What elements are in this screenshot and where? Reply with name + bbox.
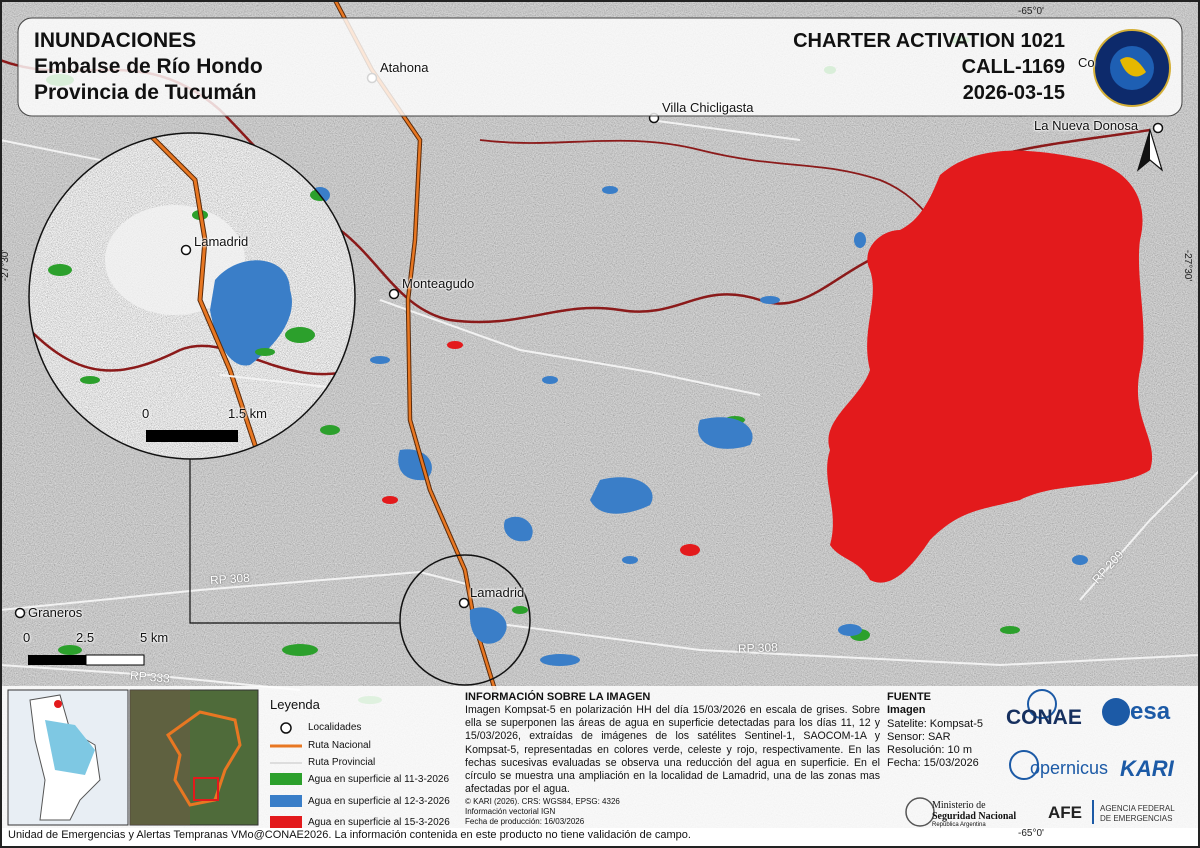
legend-item: Agua en superficie al 11-3-2026: [308, 774, 450, 785]
kari-logo: KARI: [1120, 756, 1174, 781]
north-arrow: [1138, 130, 1150, 170]
map-title: INUNDACIONES: [34, 29, 197, 52]
info-credit: © KARI (2026). CRS: WGS84, EPSG: 4326: [465, 797, 620, 806]
source-title: FUENTE: [887, 691, 931, 703]
afe-logo: AGENCIA FEDERAL: [1100, 804, 1175, 813]
locator-point: [54, 700, 62, 708]
place-label: Monteagudo: [402, 276, 475, 291]
zoom-connector: [189, 455, 400, 624]
legend-item: Localidades: [308, 722, 362, 733]
inset-place-label: Lamadrid: [194, 234, 249, 249]
road-label: RP 308: [209, 570, 251, 588]
ministry-logo: Ministerio de: [932, 800, 986, 811]
coordinate-label: -27°30': [0, 249, 12, 282]
scale-label: 5 km: [140, 630, 169, 645]
afe-logo: DE EMERGENCIAS: [1100, 814, 1173, 823]
zoom-area: [399, 554, 531, 686]
road-label: RP 308: [737, 640, 779, 656]
coordinate-label: -65°0': [1018, 6, 1044, 17]
scale-label: 2.5: [76, 630, 95, 645]
header-panel: [17, 17, 1183, 117]
legend-item: Agua en superficie al 12-3-2026: [308, 796, 450, 807]
conae-logo-mark: [1027, 689, 1057, 719]
water-15-03: [827, 150, 1153, 583]
scale-label: 0: [23, 630, 31, 645]
ministry-logo: República Argentina: [932, 822, 986, 828]
map-subtitle: Provincia de Tucumán: [34, 81, 257, 104]
info-credit: Fecha de producción: 16/03/2026: [465, 817, 585, 826]
conae-logo: CONAE: [1006, 706, 1082, 729]
source-subtitle: Imagen: [887, 704, 926, 716]
footer-band: [0, 828, 1200, 848]
call-label: CALL-1169: [961, 56, 1065, 78]
activation-label: CHARTER ACTIVATION 1021: [793, 30, 1065, 52]
legend-item: Ruta Nacional: [308, 740, 371, 751]
legend-symbol-water-11: [270, 773, 302, 785]
legend-title: Leyenda: [270, 697, 320, 712]
coordinate-label: -65°0': [1018, 828, 1044, 839]
esa-logo: esa: [1130, 698, 1171, 725]
place-label: Atahona: [380, 60, 429, 75]
info-text: Imagen Kompsat-5 en polarización HH del …: [465, 704, 880, 796]
source-line: Fecha: 15/03/2026: [887, 757, 979, 769]
locator-extent: [193, 777, 219, 801]
scale-bar: [28, 655, 86, 665]
coordinate-label: -27°30': [1182, 249, 1194, 282]
place-label: La Nueva Donosa: [1034, 118, 1139, 133]
scale-bar: [85, 654, 145, 666]
inset-scale-label: 1.5 km: [228, 406, 268, 421]
esa-logo-mark: [1102, 698, 1130, 726]
legend-item: Ruta Provincial: [308, 757, 376, 768]
water-15-03: [382, 341, 700, 556]
locator-department: [166, 710, 242, 807]
copernicus-logo: opernicus: [1030, 758, 1109, 778]
legend-symbol-water-12: [270, 795, 302, 807]
locator-country-region: [45, 720, 95, 775]
place-label: Villa Chicligasta: [662, 100, 754, 115]
afe-divider: [1092, 800, 1094, 824]
date-label: 2026-03-15: [962, 82, 1065, 104]
inset-scale-label: 0: [142, 406, 150, 421]
map-subtitle: Embalse de Río Hondo: [34, 55, 263, 78]
copernicus-logo-mark: [1009, 750, 1039, 780]
legend-symbol-water-15: [270, 816, 302, 828]
source-line: Satelite: Kompsat-5: [887, 718, 983, 730]
legend-item: Agua en superficie al 15-3-2026: [308, 817, 450, 828]
info-credit: Información vectorial IGN: [465, 807, 556, 816]
inset-map: [29, 133, 355, 459]
ministry-emblem: [905, 797, 935, 827]
inset-frame: [28, 132, 356, 460]
footer-note: Unidad de Emergencias y Alertas Temprana…: [8, 829, 691, 841]
water-12-03: [469, 607, 507, 644]
source-line: Sensor: SAR: [887, 731, 951, 743]
legend-symbol-place: [280, 722, 292, 734]
ministry-logo: Seguridad Nacional: [932, 811, 1017, 822]
place-label: Graneros: [28, 605, 83, 620]
place-label: Co: [1078, 55, 1095, 70]
place-label: Lamadrid: [470, 585, 525, 600]
charter-logo-land: [1120, 57, 1146, 77]
info-title: INFORMACIÓN SOBRE LA IMAGEN: [465, 691, 651, 703]
afe-logo: AFE: [1048, 803, 1082, 822]
provincial-roads: [0, 119, 1200, 691]
source-line: Resolución: 10 m: [887, 744, 972, 756]
